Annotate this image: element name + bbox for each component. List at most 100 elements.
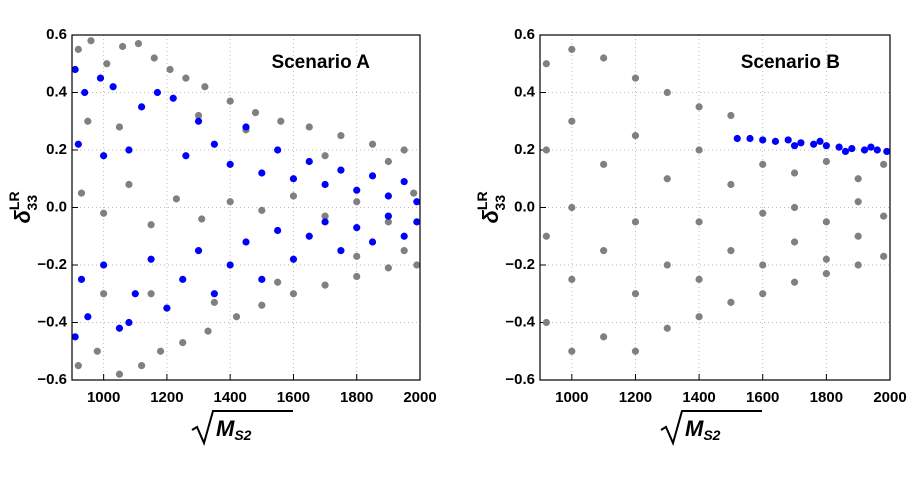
point xyxy=(663,324,671,332)
point xyxy=(119,42,127,51)
point xyxy=(600,54,608,62)
point xyxy=(797,139,805,147)
point xyxy=(542,146,550,154)
point xyxy=(305,123,313,131)
point xyxy=(321,218,329,226)
point xyxy=(182,152,190,160)
point xyxy=(790,142,799,150)
y-tick-label: 0.6 xyxy=(514,26,535,43)
point xyxy=(663,88,671,97)
point xyxy=(71,65,79,74)
point xyxy=(258,275,266,283)
point xyxy=(96,74,105,82)
x-tick-label: 1000 xyxy=(87,389,120,406)
point xyxy=(81,88,89,97)
point xyxy=(125,318,133,327)
point xyxy=(74,362,82,370)
annotation: Scenario A xyxy=(271,52,370,73)
x-label-sub: S2 xyxy=(234,427,251,443)
point xyxy=(600,247,608,255)
point xyxy=(210,140,218,148)
x-tick-label: 1800 xyxy=(340,389,373,406)
point xyxy=(353,252,361,260)
point xyxy=(759,160,767,168)
point xyxy=(880,252,888,260)
point xyxy=(759,261,767,269)
point xyxy=(663,261,671,269)
y-tick-label: 0.4 xyxy=(514,83,536,100)
point xyxy=(277,117,285,125)
point xyxy=(854,175,862,183)
point xyxy=(835,143,843,151)
point xyxy=(131,290,139,298)
x-tick-label: 1000 xyxy=(555,389,588,406)
point xyxy=(542,232,550,240)
point xyxy=(194,247,203,255)
point xyxy=(115,324,124,332)
point xyxy=(790,278,799,286)
point xyxy=(156,347,165,355)
point xyxy=(163,304,171,312)
point xyxy=(100,209,108,217)
y-tick-label: −0.4 xyxy=(37,313,67,330)
point xyxy=(368,172,377,180)
point xyxy=(147,290,155,298)
point xyxy=(631,347,640,355)
point xyxy=(138,362,146,370)
x-tick-label: 1400 xyxy=(682,389,715,406)
y-label-sub: 33 xyxy=(24,195,40,211)
point xyxy=(251,109,260,117)
point xyxy=(84,313,92,321)
y-tick-label: 0.0 xyxy=(514,198,535,215)
x-tick-label: 2000 xyxy=(403,389,436,406)
point xyxy=(873,146,881,154)
point xyxy=(695,103,703,111)
point xyxy=(384,218,392,226)
sqrt-sign xyxy=(660,410,762,446)
y-label-symbol: δ xyxy=(478,210,503,224)
point xyxy=(727,111,735,120)
point xyxy=(87,37,95,45)
point xyxy=(100,290,108,298)
x-tick-label: 2000 xyxy=(873,389,906,406)
point xyxy=(790,238,799,246)
point xyxy=(172,195,180,203)
point xyxy=(631,218,640,226)
point xyxy=(663,175,671,183)
point xyxy=(568,203,576,212)
y-tick-label: −0.2 xyxy=(37,256,67,273)
point xyxy=(410,189,418,197)
point xyxy=(204,327,212,335)
x-tick-label: 1600 xyxy=(277,389,310,406)
point xyxy=(226,160,234,168)
point xyxy=(198,215,206,223)
y-axis-label: δLR 33 xyxy=(474,191,508,223)
point xyxy=(93,347,101,355)
point xyxy=(746,134,754,143)
point xyxy=(413,198,421,206)
y-axis-label: δLR 33 xyxy=(6,191,40,223)
x-label-sub: S2 xyxy=(703,427,720,443)
point xyxy=(138,103,146,111)
point xyxy=(854,261,862,269)
point xyxy=(542,60,550,68)
y-label-sup: LR xyxy=(6,191,22,210)
point xyxy=(400,247,408,255)
point xyxy=(771,137,780,145)
point xyxy=(258,301,266,309)
point xyxy=(321,212,329,220)
point xyxy=(810,140,818,148)
point xyxy=(848,144,856,153)
x-tick-label: 1400 xyxy=(213,389,246,406)
annotation: Scenario B xyxy=(741,52,840,73)
y-tick-label: −0.6 xyxy=(37,371,67,388)
point xyxy=(226,198,234,206)
point xyxy=(841,147,850,156)
point xyxy=(353,272,361,281)
point xyxy=(182,74,190,82)
point xyxy=(289,192,298,200)
point xyxy=(100,152,108,160)
point xyxy=(226,97,234,105)
point xyxy=(822,270,830,278)
point xyxy=(860,146,869,154)
